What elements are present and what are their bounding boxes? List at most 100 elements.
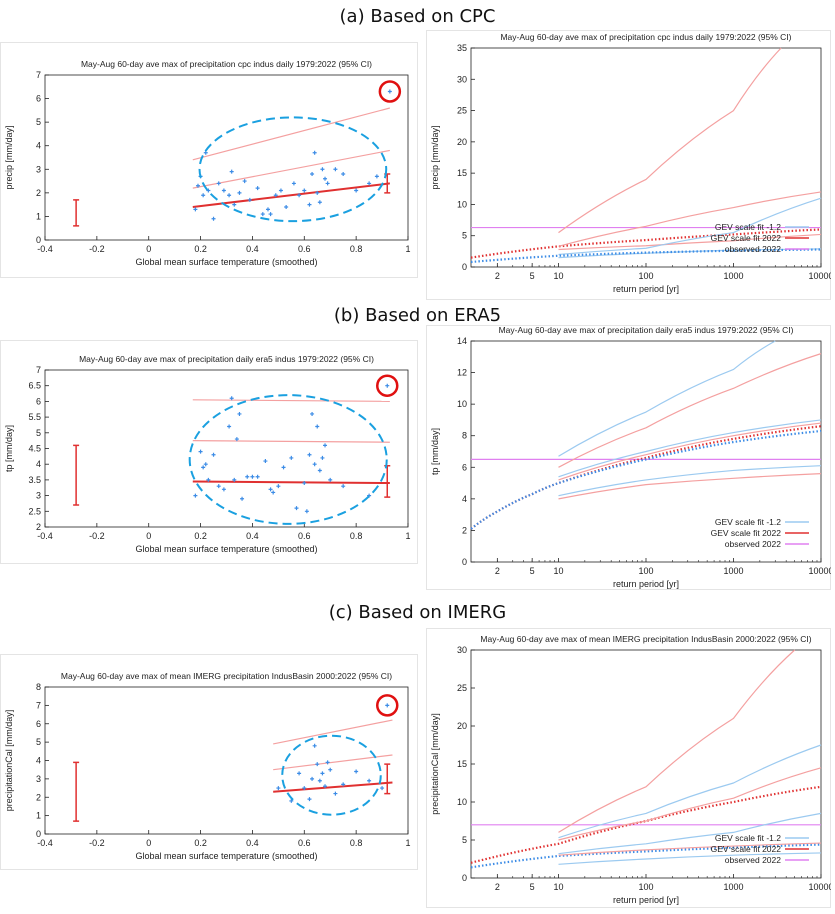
chart-era5-return-period: May-Aug 60-day ave max of precipitation … — [426, 325, 831, 590]
data-point — [216, 181, 221, 186]
data-point — [297, 193, 302, 198]
x-tick-label: 0.6 — [298, 244, 311, 254]
x-tick-label: 0 — [146, 244, 151, 254]
x-axis-label: return period [yr] — [613, 895, 679, 905]
y-tick-label: 10 — [457, 399, 467, 409]
data-point — [294, 506, 299, 511]
legend-label: GEV scale fit -1.2 — [715, 222, 781, 232]
y-tick-label: 0 — [36, 829, 41, 839]
data-point — [211, 216, 216, 221]
y-tick-label: 7 — [36, 700, 41, 710]
y-tick-label: 7 — [36, 70, 41, 80]
data-point — [310, 776, 315, 781]
y-tick-label: 4.5 — [28, 444, 41, 454]
dotted-series — [470, 785, 822, 864]
highlight-circle-2022 — [376, 374, 399, 397]
x-tick-label: 0.4 — [246, 531, 259, 541]
data-point — [312, 150, 317, 155]
chart-background — [0, 42, 418, 278]
legend-label: GEV scale fit -1.2 — [715, 517, 781, 527]
data-point — [387, 89, 392, 94]
error-bar — [73, 444, 80, 506]
x-axis-label: Global mean surface temperature (smoothe… — [135, 257, 317, 267]
data-point — [367, 778, 372, 783]
y-axis-label: tp [mm/day] — [430, 428, 440, 475]
data-point — [317, 468, 322, 473]
y-tick-label: 3 — [36, 774, 41, 784]
data-point — [312, 462, 317, 467]
legend-label: GEV scale fit 2022 — [711, 528, 782, 538]
data-point — [297, 771, 302, 776]
x-tick-label: 5 — [530, 882, 535, 892]
ci-curve — [558, 340, 776, 457]
data-point — [278, 188, 283, 193]
upper-ci-line — [273, 719, 393, 745]
y-tick-label: 3 — [36, 491, 41, 501]
error-bar — [73, 761, 80, 822]
y-tick-label: 4 — [36, 756, 41, 766]
data-point — [260, 212, 265, 217]
ci-curve — [558, 419, 822, 478]
data-point — [354, 188, 359, 193]
y-axis-label: tp [mm/day] — [4, 425, 14, 472]
x-tick-label: 2 — [495, 271, 500, 281]
highlight-circle-2022 — [376, 694, 399, 717]
x-tick-label: 0.2 — [194, 531, 207, 541]
data-point — [247, 197, 252, 202]
x-tick-label: 1000 — [723, 882, 743, 892]
y-tick-label: 30 — [457, 74, 467, 84]
y-tick-label: 2 — [36, 188, 41, 198]
data-point — [268, 487, 273, 492]
data-point — [284, 205, 289, 209]
x-axis-label: return period [yr] — [613, 579, 679, 589]
y-tick-label: 2 — [36, 522, 41, 532]
data-point — [328, 767, 333, 772]
ci-curve — [558, 353, 822, 468]
x-tick-label: 0.4 — [246, 838, 259, 848]
chart-title: May-Aug 60-day ave max of precipitation … — [79, 354, 374, 364]
y-tick-label: 0 — [462, 262, 467, 272]
x-tick-label: 0.6 — [298, 838, 311, 848]
x-axis-label: Global mean surface temperature (smoothe… — [135, 851, 317, 861]
y-tick-label: 8 — [36, 682, 41, 692]
data-point — [312, 743, 317, 748]
data-point — [315, 762, 320, 767]
data-point — [333, 791, 338, 796]
chart-title: May-Aug 60-day ave max of mean IMERG pre… — [480, 634, 811, 644]
data-point — [302, 481, 307, 486]
data-point — [328, 477, 333, 482]
ci-curve — [558, 191, 822, 247]
x-tick-label: -0.4 — [37, 531, 53, 541]
x-tick-label: 10 — [553, 566, 563, 576]
chart-title: May-Aug 60-day ave max of precipitation … — [81, 59, 372, 69]
fit-line — [192, 182, 390, 208]
x-tick-label: -0.4 — [37, 838, 53, 848]
data-point — [385, 703, 390, 708]
x-tick-label: 5 — [530, 271, 535, 281]
y-tick-label: 0 — [462, 557, 467, 567]
data-point — [198, 449, 203, 454]
y-tick-label: 12 — [457, 368, 467, 378]
chart-title: May-Aug 60-day ave max of precipitation … — [500, 32, 791, 42]
data-point — [317, 200, 322, 205]
data-point — [232, 477, 237, 482]
data-point — [341, 172, 346, 176]
y-tick-label: 6 — [36, 396, 41, 406]
mid-ci-line — [192, 440, 390, 443]
data-point — [211, 452, 216, 457]
mid-ci-line — [192, 149, 390, 189]
x-tick-label: 1 — [405, 531, 410, 541]
y-tick-label: 6 — [36, 719, 41, 729]
ci-curve — [558, 465, 822, 497]
ci-curve — [558, 233, 822, 251]
data-point — [320, 455, 325, 460]
data-point — [201, 465, 206, 470]
x-tick-label: 0 — [146, 531, 151, 541]
y-axis-label: precipitationCal [mm/day] — [4, 710, 14, 812]
legend-label: GEV scale fit -1.2 — [715, 833, 781, 843]
data-point — [237, 190, 242, 195]
data-point — [315, 190, 320, 195]
chart-imerg-scatter: May-Aug 60-day ave max of mean IMERG pre… — [0, 654, 418, 870]
data-point — [240, 496, 245, 501]
